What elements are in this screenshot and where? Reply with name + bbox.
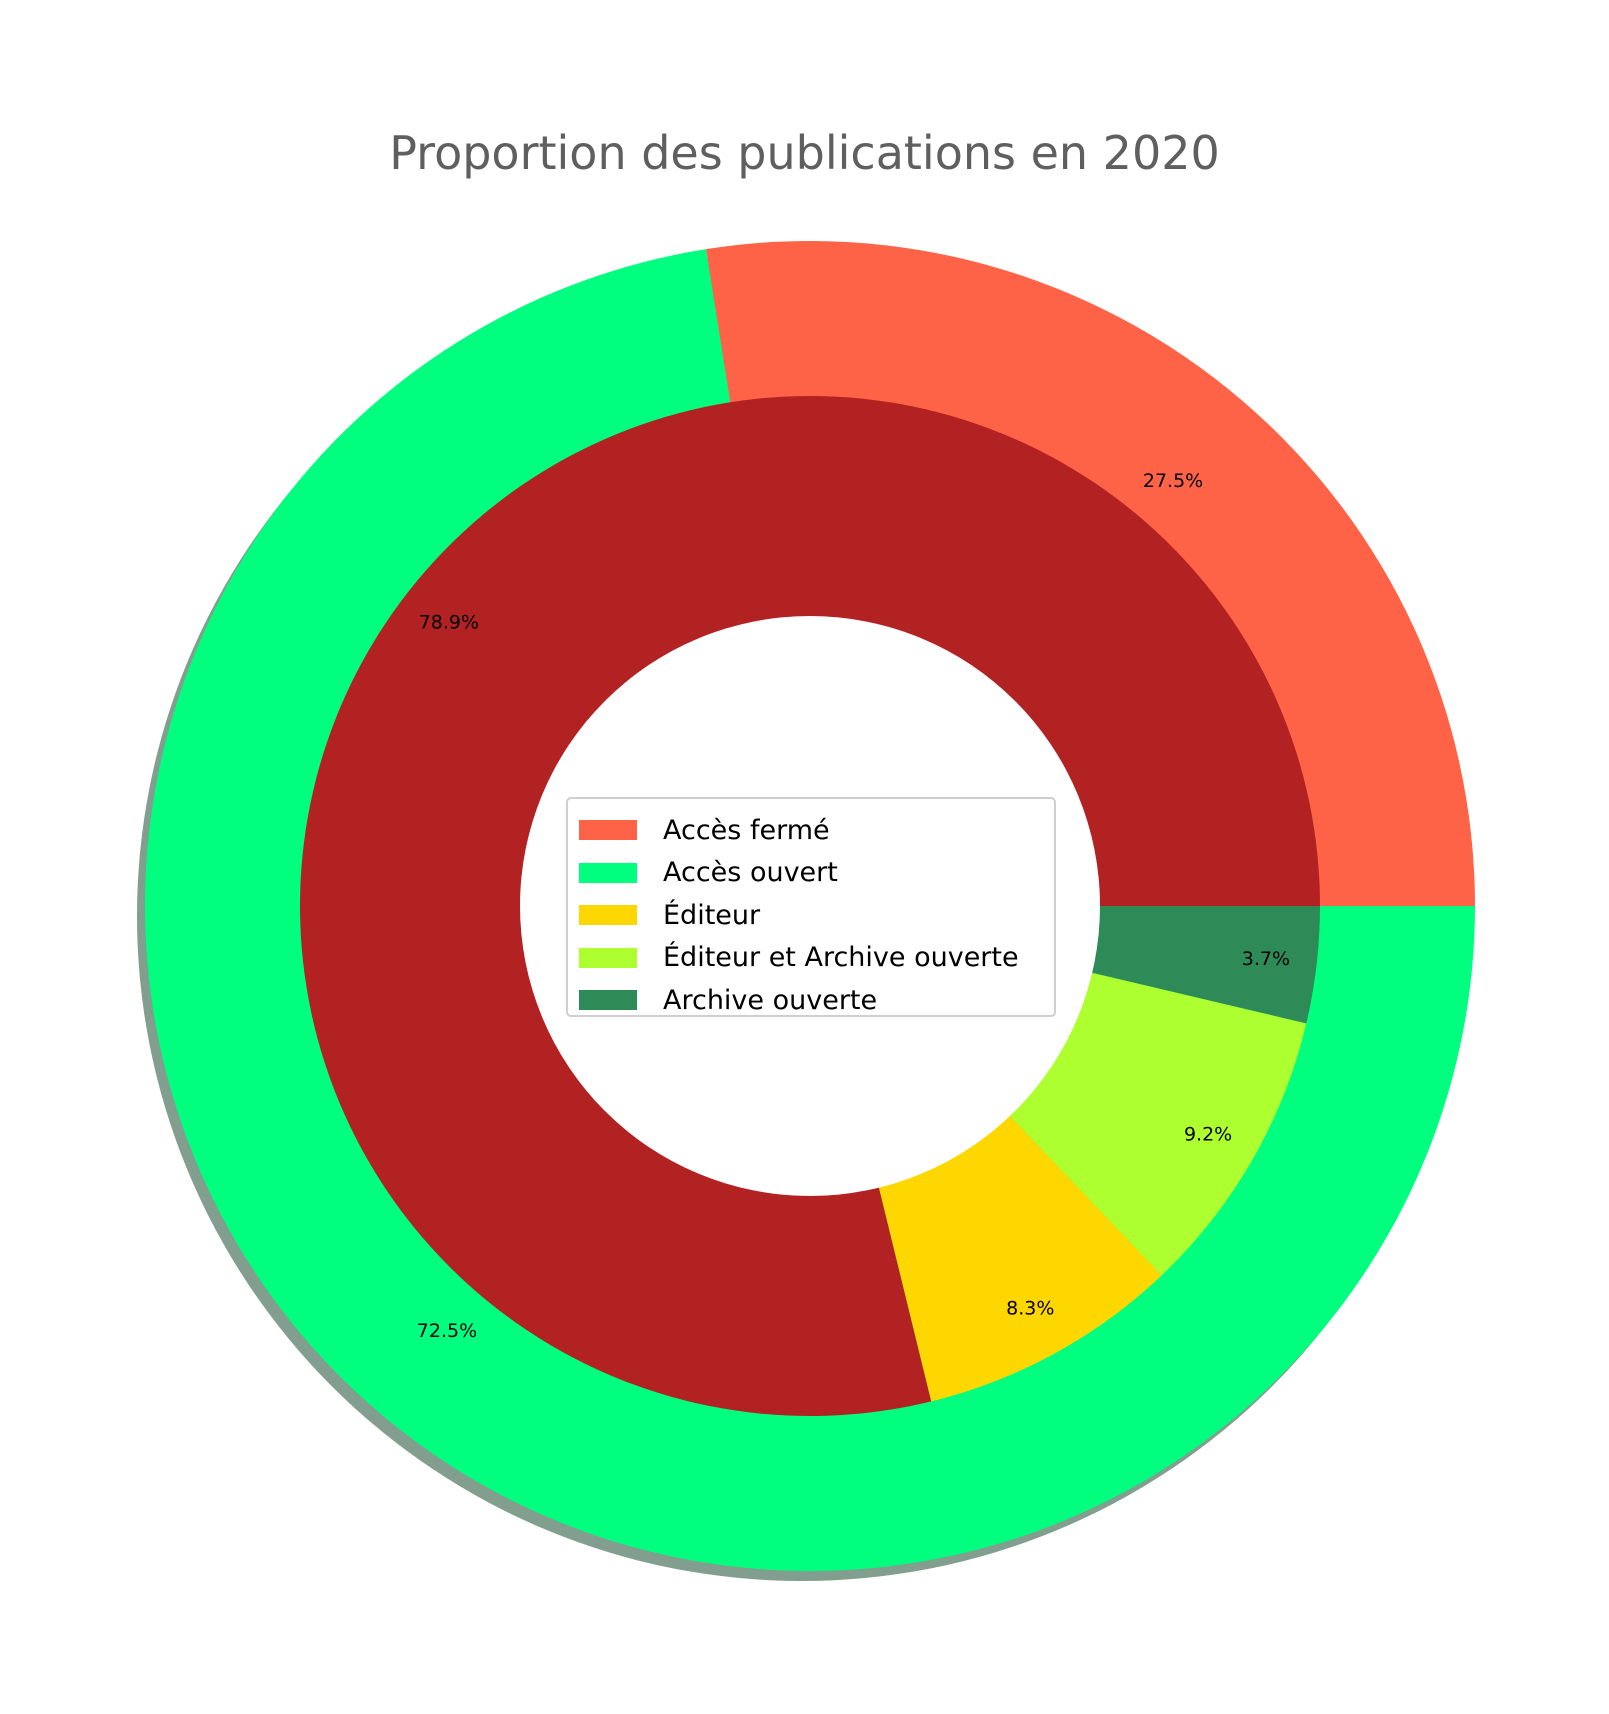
legend-swatch	[579, 947, 637, 968]
legend-item-editeur: Éditeur	[579, 894, 1044, 937]
legend: Accès fermé Accès ouvert Éditeur Éditeur…	[566, 797, 1056, 1017]
legend-item-acces-ouvert: Accès ouvert	[579, 852, 1044, 895]
legend-label: Accès fermé	[663, 814, 830, 846]
slice-labels: 27.5% 72.5% 78.9% 8.3% 9.2% 3.7%	[417, 470, 1290, 1342]
legend-swatch	[579, 862, 637, 883]
inner-value-label: 8.3%	[1006, 1298, 1054, 1320]
legend-swatch	[579, 905, 637, 926]
legend-item-editeur-et-archive-ouverte: Éditeur et Archive ouverte	[579, 937, 1044, 980]
legend-item-acces-ferme: Accès fermé	[579, 809, 1044, 852]
legend-label: Archive ouverte	[663, 984, 878, 1016]
legend-label: Éditeur et Archive ouverte	[663, 942, 1019, 974]
chart-title: Proportion des publications en 2020	[389, 126, 1220, 180]
legend-item-archive-ouverte: Archive ouverte	[579, 979, 1044, 1022]
inner-value-label: 9.2%	[1184, 1123, 1232, 1145]
legend-swatch	[579, 820, 637, 841]
legend-label: Accès ouvert	[663, 857, 838, 889]
legend-swatch	[579, 990, 637, 1011]
legend-label: Éditeur	[663, 899, 761, 931]
outer-value-label: 72.5%	[417, 1320, 477, 1342]
inner-value-label: 3.7%	[1242, 948, 1290, 970]
inner-value-label: 78.9%	[419, 612, 479, 634]
outer-value-label: 27.5%	[1143, 470, 1203, 492]
